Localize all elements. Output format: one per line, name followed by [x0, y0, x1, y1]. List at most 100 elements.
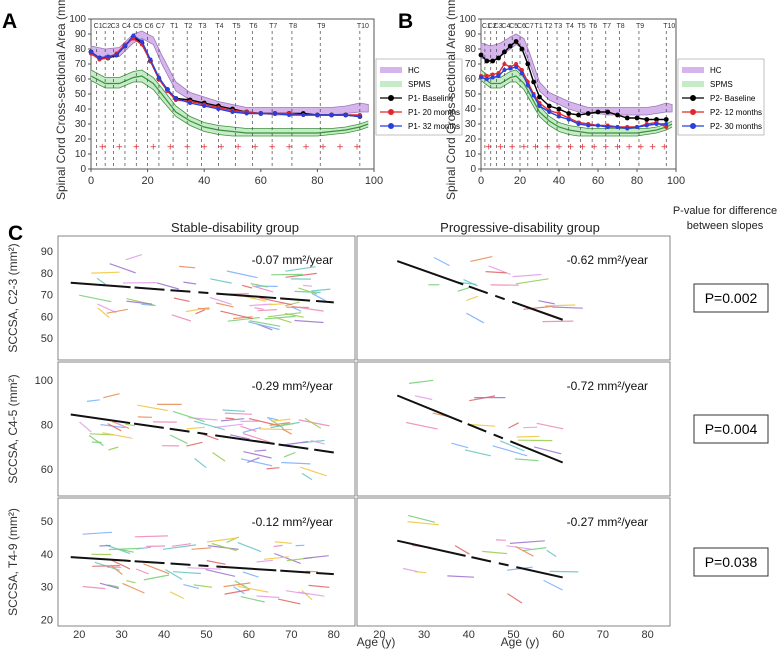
y-tick-label: 40 — [465, 104, 477, 115]
patient-trajectory — [172, 410, 205, 423]
patient-trajectory — [187, 567, 222, 570]
patient-trajectory — [508, 422, 519, 429]
patient-trajectory — [254, 449, 267, 452]
patient-trajectory — [552, 306, 583, 309]
legend-label: P1- Baseline — [408, 94, 454, 103]
segment-label: T9 — [317, 23, 325, 30]
patient-trajectory — [212, 452, 226, 462]
patient-trajectory — [256, 595, 280, 599]
slope-label: -0.72 mm²/year — [567, 379, 648, 393]
patient-trajectory — [546, 549, 557, 558]
patient-trajectory — [509, 540, 545, 544]
patient-trajectory — [264, 315, 296, 320]
series-point-3 — [537, 104, 542, 108]
patient-trajectory — [536, 422, 564, 430]
patient-trajectory — [543, 579, 563, 591]
pvalue-header-line1: P-value for difference — [673, 205, 777, 217]
series-point-3 — [329, 113, 334, 117]
patient-trajectory — [469, 395, 496, 402]
patient-trajectory — [405, 421, 438, 430]
patient-trajectory — [515, 545, 534, 557]
series-point-1 — [525, 61, 531, 67]
segment-label: C3 — [494, 23, 503, 30]
series-point-3 — [484, 77, 489, 81]
segment-label: T6 — [589, 23, 597, 30]
y-tick-label: 90 — [465, 29, 477, 40]
patient-trajectory — [103, 393, 120, 399]
significance-marker: + — [217, 143, 225, 153]
patient-trajectory — [171, 543, 192, 547]
legend-marker — [690, 123, 696, 129]
x-tick-label: 40 — [553, 175, 565, 187]
patient-trajectory — [242, 432, 271, 443]
series-point-2 — [490, 72, 495, 77]
patient-trajectory — [91, 271, 120, 274]
pvalue-text: P=0.004 — [705, 421, 758, 437]
pvalue-header-line2: between slopes — [687, 220, 764, 232]
x-tick-label: 0 — [88, 175, 94, 187]
patient-trajectory — [300, 466, 327, 477]
patient-trajectory — [301, 472, 313, 481]
patient-trajectory — [466, 295, 479, 301]
significance-marker: + — [532, 143, 540, 153]
patient-trajectory — [259, 297, 292, 306]
subplot-frame — [356, 497, 671, 627]
patient-trajectory — [482, 550, 508, 555]
patient-trajectory — [106, 308, 128, 314]
chart-c: Stable-disability group Progressive-disa… — [6, 205, 777, 649]
segment-label: C4 — [501, 23, 510, 30]
series-point-3 — [258, 111, 263, 116]
significance-marker: + — [555, 143, 563, 153]
series-point-3 — [605, 125, 610, 129]
c-y-tick-label: 100 — [35, 375, 53, 387]
patient-trajectory — [240, 425, 257, 432]
series-point-3 — [173, 96, 178, 101]
patient-trajectory — [107, 584, 119, 588]
series-point-3 — [165, 87, 170, 92]
patient-trajectory — [507, 593, 523, 604]
series-point-2 — [484, 74, 489, 78]
patient-trajectory — [469, 423, 496, 427]
patient-trajectory — [225, 417, 235, 420]
patient-trajectory — [79, 421, 92, 433]
patient-trajectory — [271, 418, 291, 422]
y-axis-label: Spinal Cord Cross-sectional Area (mm²) — [54, 0, 68, 200]
y-tick-label: 20 — [465, 134, 477, 145]
significance-marker: + — [661, 143, 669, 153]
series-point-2 — [514, 62, 519, 66]
patient-trajectory — [126, 300, 153, 305]
patient-trajectory — [544, 304, 576, 307]
significance-marker: + — [520, 143, 528, 153]
patient-trajectory — [172, 571, 201, 575]
c-x-tick-label: 80 — [328, 629, 340, 641]
patient-trajectory — [122, 582, 145, 594]
y-tick-label: 10 — [75, 149, 87, 160]
segment-label: T1 — [170, 23, 178, 30]
segment-label: C1 — [94, 23, 103, 30]
patient-trajectory — [407, 514, 436, 523]
c-y-tick-label: 60 — [41, 311, 53, 323]
segment-label: T2 — [544, 23, 552, 30]
patient-trajectory — [248, 321, 280, 331]
x-tick-label: 60 — [255, 175, 267, 187]
patient-trajectory — [249, 320, 281, 327]
patient-trajectory — [447, 575, 475, 578]
series-point-3 — [216, 107, 221, 111]
patient-trajectory — [135, 568, 150, 575]
progressive-group-title: Progressive-disability group — [440, 220, 600, 235]
y-tick-label: 10 — [465, 149, 477, 160]
segment-label: T1 — [535, 23, 543, 30]
patient-trajectory — [433, 256, 450, 267]
series-point-1 — [546, 103, 552, 109]
significance-marker: + — [116, 143, 124, 153]
subplot-frame — [356, 361, 671, 497]
series-point-1 — [490, 58, 496, 64]
patient-trajectory — [205, 569, 236, 577]
patient-trajectory — [542, 320, 574, 323]
patient-trajectory — [195, 309, 206, 315]
patient-trajectory — [82, 585, 106, 590]
patient-trajectory — [108, 547, 141, 551]
patient-trajectory — [183, 584, 200, 589]
patient-trajectory — [227, 316, 260, 322]
